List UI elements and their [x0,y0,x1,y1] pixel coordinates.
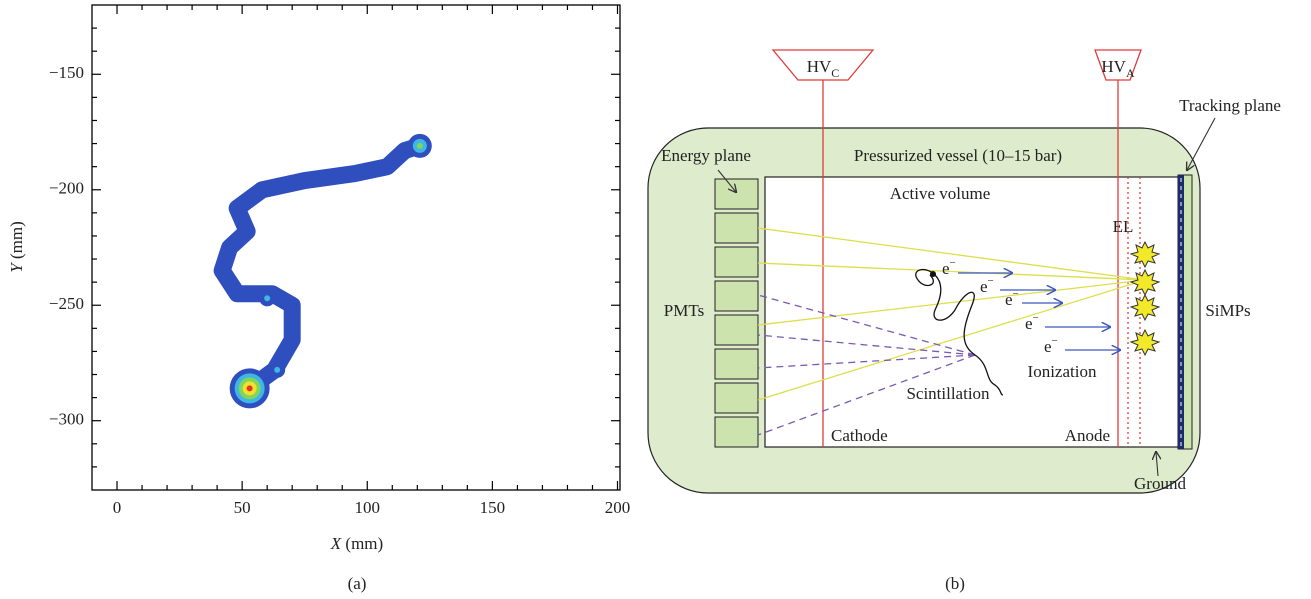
y-tick-label: −150 [49,63,84,82]
sipm-strip [1178,175,1184,449]
active-volume-label: Active volume [890,184,991,203]
caption: (b) [945,574,965,593]
y-var: Y [7,262,26,273]
y-tick-label: −250 [49,294,84,313]
simps-label: SiMPs [1205,301,1250,320]
hotspot-level [274,367,280,373]
y-tick-label: −300 [49,410,84,429]
caption: (a) [348,574,367,593]
track [222,146,420,389]
x-tick-label: 100 [355,498,381,517]
y-unit: (mm) [7,221,26,259]
track-layer [222,134,432,409]
y-tick-label: −200 [49,179,84,198]
plot-frame [92,5,620,490]
x-var: X [330,534,342,553]
x-axis-label: X (mm) [330,534,383,553]
scintillation-label: Scintillation [906,384,990,403]
vertex [930,271,936,277]
x-tick-label: 50 [234,498,251,517]
energy-plane-label: Energy plane [661,146,751,165]
y-axis-label: Y (mm) [7,221,26,273]
hotspot-level [247,385,253,391]
ionization-label: Ionization [1028,362,1097,381]
panel-a: X (mm) Y (mm) (a) 0 50 100 150 200 −150 −200 −2… [7,5,630,593]
panel-b: e− e− e− e− e− HVC HVA Energy plane Trac… [648,50,1281,593]
cathode-label: Cathode [831,426,888,445]
anode-label: Anode [1065,426,1110,445]
vessel-label: Pressurized vessel (10–15 bar) [854,146,1062,165]
x-tick-label: 200 [605,498,631,517]
el-label: EL [1113,217,1134,236]
figure: X (mm) Y (mm) (a) 0 50 100 150 200 −150 −200 −2… [0,0,1311,599]
hotspot-level [264,295,270,301]
ground-label: Ground [1134,474,1186,493]
pmts-label: PMTs [664,301,704,320]
x-tick-label: 0 [113,498,122,517]
x-unit: (mm) [345,534,383,553]
tracking-plane-label: Tracking plane [1179,96,1281,115]
hotspot-level [417,143,423,149]
x-tick-label: 150 [480,498,506,517]
